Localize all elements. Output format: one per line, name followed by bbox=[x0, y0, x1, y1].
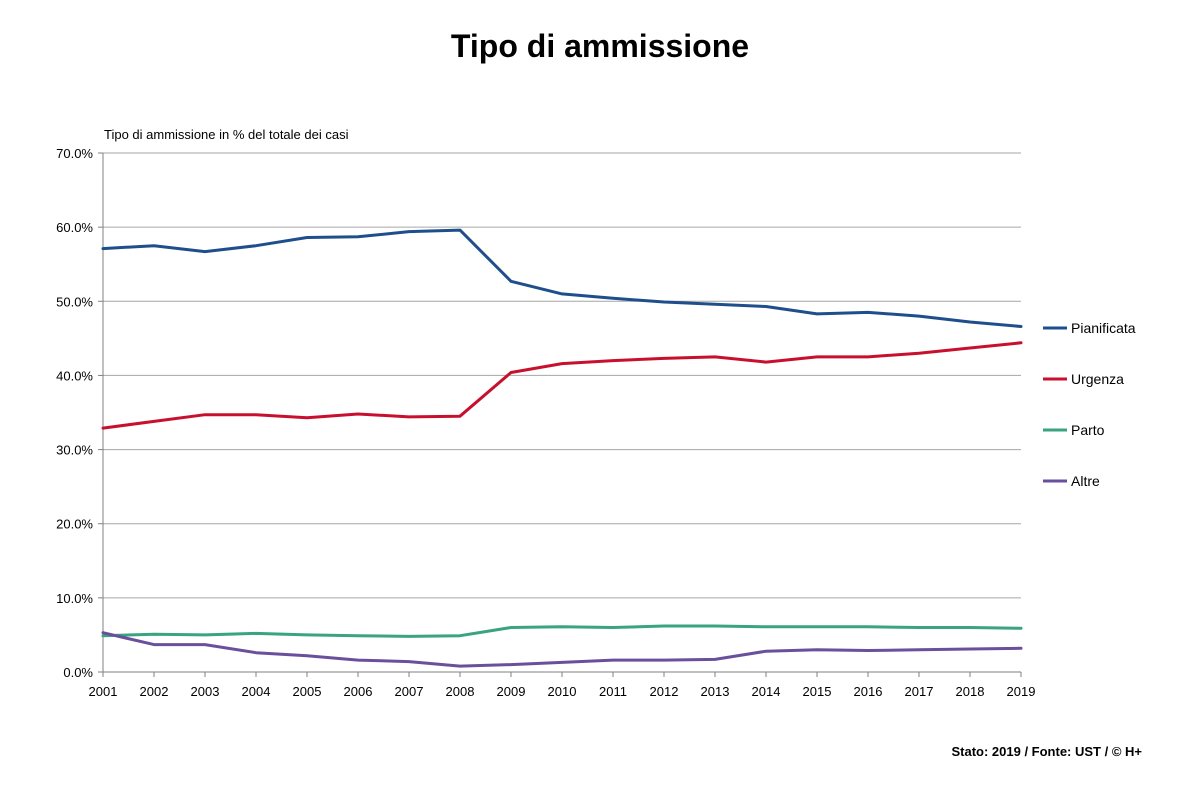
x-tick-label: 2003 bbox=[191, 684, 220, 699]
legend-label-altre: Altre bbox=[1071, 473, 1100, 489]
x-tick-label: 2014 bbox=[752, 684, 781, 699]
x-tick-label: 2002 bbox=[140, 684, 169, 699]
y-ticks: 0.0% 10.0% 20.0% 30.0% 40.0% 50.0% 60.0% 70.0% bbox=[56, 146, 103, 680]
y-tick-label: 20.0% bbox=[56, 517, 93, 532]
y-tick-label: 0.0% bbox=[63, 665, 93, 680]
x-tick-label: 2008 bbox=[446, 684, 475, 699]
legend-label-pianificata: Pianificata bbox=[1071, 320, 1136, 336]
x-tick-label: 2011 bbox=[599, 684, 627, 699]
x-tick-label: 2006 bbox=[344, 684, 373, 699]
series-lines bbox=[101, 228, 1023, 668]
x-tick-label: 2018 bbox=[956, 684, 985, 699]
x-tick-label: 2013 bbox=[701, 684, 730, 699]
x-tick-label: 2009 bbox=[497, 684, 526, 699]
chart-title: Tipo di ammissione bbox=[450, 28, 750, 64]
series-line-pianificata bbox=[101, 228, 1023, 328]
y-tick-label: 60.0% bbox=[56, 220, 93, 235]
legend-label-urgenza: Urgenza bbox=[1071, 371, 1124, 387]
y-tick-label: 50.0% bbox=[56, 294, 93, 309]
y-tick-label: 40.0% bbox=[56, 368, 93, 383]
series-line-parto bbox=[101, 624, 1023, 638]
x-tick-label: 2010 bbox=[548, 684, 577, 699]
y-tick-label: 70.0% bbox=[56, 146, 93, 161]
y-tick-label: 10.0% bbox=[56, 591, 93, 606]
x-tick-label: 2016 bbox=[854, 684, 883, 699]
source-footer: Stato: 2019 / Fonte: UST / © H+ bbox=[951, 744, 1142, 759]
x-tick-label: 2017 bbox=[905, 684, 934, 699]
x-tick-label: 2007 bbox=[395, 684, 424, 699]
x-tick-label: 2004 bbox=[242, 684, 271, 699]
legend-label-parto: Parto bbox=[1071, 422, 1105, 438]
x-tick-label: 2012 bbox=[650, 684, 679, 699]
legend: Pianificata Urgenza Parto Altre bbox=[1043, 320, 1136, 489]
x-ticks: 2001 2002 2003 2004 2005 2006 2007 2008 2009 2010… bbox=[89, 672, 1036, 699]
x-tick-label: 2001 bbox=[89, 684, 118, 699]
gridlines bbox=[103, 152, 1021, 599]
axes bbox=[102, 153, 1021, 673]
series-line-altre bbox=[101, 631, 1023, 668]
x-tick-label: 2019 bbox=[1007, 684, 1036, 699]
x-tick-label: 2005 bbox=[293, 684, 322, 699]
y-axis-label: Tipo di ammissione in % del totale dei c… bbox=[104, 127, 349, 142]
y-tick-label: 30.0% bbox=[56, 443, 93, 458]
series-line-urgenza bbox=[101, 341, 1023, 430]
x-tick-label: 2015 bbox=[803, 684, 832, 699]
